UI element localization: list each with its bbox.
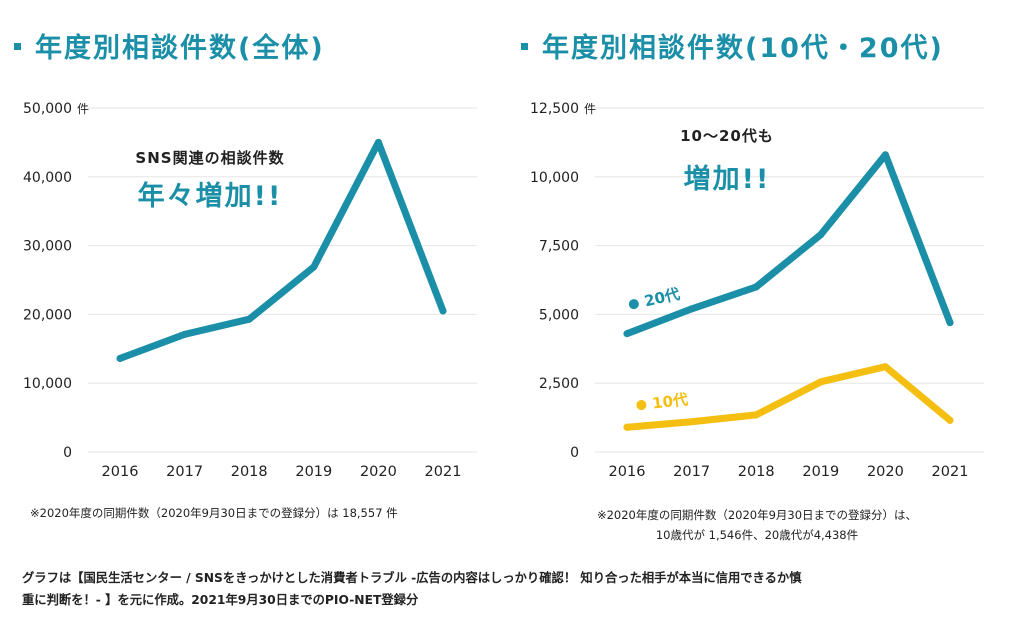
data-point <box>752 411 760 419</box>
y-tick-label: 0 <box>570 445 579 461</box>
series-marker-dot <box>636 400 647 411</box>
callout-line1: SNS関連の相談件数 <box>135 149 284 167</box>
x-tick-label: 2018 <box>738 464 775 480</box>
note-teens-twenties: ※2020年度の同期件数（2020年9月30日までの登録分）は、 10歳代が 1,… <box>507 505 1007 545</box>
source-footnote-line1: グラフは【国民生活センター / SNSをきっかけとした消費者トラブル -広告の内… <box>22 571 802 585</box>
data-point <box>817 231 825 239</box>
y-tick-label: 40,000 <box>23 170 72 186</box>
y-tick-label: 12,500 <box>530 101 579 117</box>
x-tick-label: 2019 <box>295 464 332 480</box>
x-tick-label: 2021 <box>932 464 969 480</box>
line-chart-teens-twenties: 0 2,500 5,000 7,500 10,000 12,500 件 2016 2017 201… <box>530 101 984 480</box>
x-tick-label: 2020 <box>360 464 397 480</box>
data-point <box>181 330 189 338</box>
note-teens-twenties-line2: 10歳代が 1,546件、20歳代が4,438件 <box>655 528 859 542</box>
data-point <box>439 307 447 315</box>
y-unit-label: 件 <box>77 102 89 116</box>
data-point <box>881 151 889 159</box>
x-tick-label: 2017 <box>673 464 710 480</box>
y-tick-label: 0 <box>63 445 72 461</box>
callout-line1: 10～20代も <box>680 127 774 145</box>
data-point <box>310 263 318 271</box>
series-label-0: 20代 <box>628 285 682 311</box>
y-tick-label: 2,500 <box>539 376 579 392</box>
series-label-1: 10代 <box>636 390 689 413</box>
series-line-1 <box>623 363 954 431</box>
y-tick-label: 30,000 <box>23 239 72 255</box>
note-overall: ※2020年度の同期件数（2020年9月30日までの登録分）は 18,557 件 <box>30 506 398 520</box>
x-tick-label: 2021 <box>425 464 462 480</box>
y-unit-label: 件 <box>584 102 596 116</box>
data-point <box>752 283 760 291</box>
chart-panel-teens-twenties: 年度別相談件数(10代・20代) 0 2,500 5,000 7,500 10,000 1… <box>507 0 1007 550</box>
data-point <box>374 138 382 146</box>
y-tick-label: 20,000 <box>23 307 72 323</box>
series-marker-dot <box>628 299 639 310</box>
source-footnote-line2: 重に判断を！- 】を元に作成。2021年9月30日までのPIO-NET登録分 <box>22 593 419 607</box>
series-line-0 <box>623 151 954 338</box>
x-tick-label: 2016 <box>102 464 139 480</box>
chart-title-teens-twenties: 年度別相談件数(10代・20代) <box>521 26 944 65</box>
title-bullet-icon <box>521 43 528 50</box>
source-footnote: グラフは【国民生活センター / SNSをきっかけとした消費者トラブル -広告の内… <box>22 567 997 611</box>
data-point <box>623 423 631 431</box>
note-teens-twenties-line1: ※2020年度の同期件数（2020年9月30日までの登録分）は、 <box>596 508 918 522</box>
x-tick-label: 2017 <box>166 464 203 480</box>
chart-panel-overall: 年度別相談件数(全体) 0 10,000 20,000 30,000 40,000 50,… <box>0 0 500 550</box>
y-tick-label: 50,000 <box>23 101 72 117</box>
callout-line2: 増加!! <box>684 163 771 195</box>
data-point <box>245 315 253 323</box>
title-bullet-icon <box>14 43 21 50</box>
data-point <box>116 354 124 362</box>
data-point <box>688 305 696 313</box>
series-line-0 <box>116 138 447 362</box>
series-label-text: 10代 <box>651 390 689 412</box>
chart-title-overall: 年度別相談件数(全体) <box>14 26 325 65</box>
x-tick-label: 2016 <box>609 464 646 480</box>
data-point <box>688 418 696 426</box>
data-point <box>946 416 954 424</box>
y-tick-label: 10,000 <box>530 170 579 186</box>
x-tick-label: 2020 <box>867 464 904 480</box>
data-point <box>817 378 825 386</box>
x-tick-label: 2018 <box>231 464 268 480</box>
data-point <box>881 363 889 371</box>
data-point <box>946 319 954 327</box>
series-label-text: 20代 <box>643 285 682 311</box>
y-tick-label: 7,500 <box>539 239 579 255</box>
y-tick-label: 5,000 <box>539 307 579 323</box>
y-tick-label: 10,000 <box>23 376 72 392</box>
x-tick-label: 2019 <box>802 464 839 480</box>
data-point <box>623 330 631 338</box>
line-chart-overall: 0 10,000 20,000 30,000 40,000 50,000 件 2016 2017… <box>23 101 477 480</box>
chart-title-teens-twenties-text: 年度別相談件数(10代・20代) <box>542 33 944 64</box>
chart-title-overall-text: 年度別相談件数(全体) <box>35 33 325 64</box>
callout-line2: 年々増加!! <box>138 180 283 212</box>
